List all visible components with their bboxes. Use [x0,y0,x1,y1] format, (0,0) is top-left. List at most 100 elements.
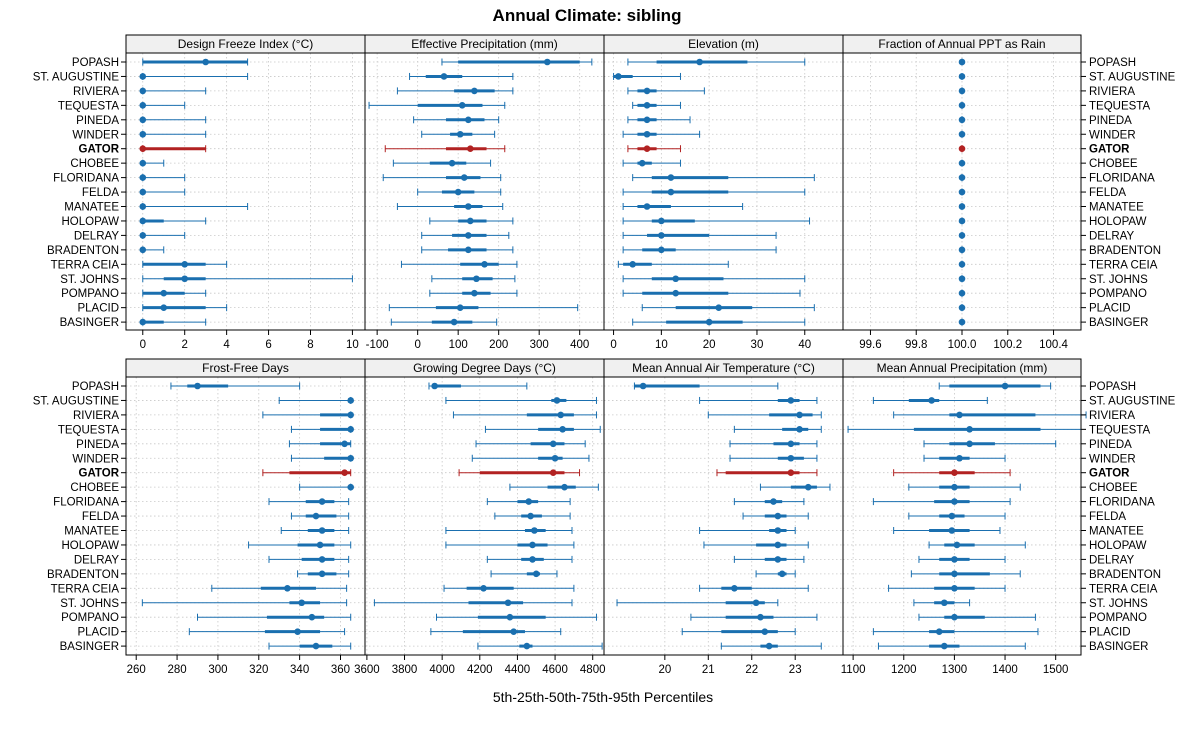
site-label-left: PINEDA [76,439,119,451]
site-label-left: TEQUESTA [58,424,119,436]
site-label-left: ST. JOHNS [60,274,119,286]
site-label-left: POPASH [72,381,119,393]
median-point [341,440,348,448]
site-label-left: TERRA CEIA [51,259,120,271]
x-tick-label: 1400 [992,664,1018,676]
median-point [510,628,517,635]
site-label-right: ST. JOHNS [1089,274,1148,286]
median-point [765,642,773,650]
median-point [796,426,803,433]
site-label-left: GATOR [79,468,120,480]
site-label-left: ST. AUGUSTINE [33,395,120,407]
x-tick-label: 1500 [1043,664,1069,676]
median-point [480,585,487,592]
x-tick-label: 100.4 [1039,339,1068,351]
site-label-right: PINEDA [1089,115,1132,127]
x-tick-label: 21 [702,664,715,676]
median-point [951,483,958,491]
x-tick-label: 10 [655,339,668,351]
median-point [615,73,622,80]
median-point [454,188,462,196]
median-point [787,397,795,404]
x-tick-label: 260 [127,664,146,676]
median-point [529,556,536,563]
median-point [504,599,512,607]
median-point [643,87,651,95]
median-point [532,570,540,578]
median-point [456,304,464,311]
x-tick-label: 30 [751,339,764,351]
site-label-left: FLORIDANA [53,173,119,185]
median-point [667,174,675,181]
x-tick-label: 320 [249,664,268,676]
x-tick-label: 100.0 [948,339,977,351]
median-point [796,411,803,419]
median-point [958,130,966,138]
site-label-right: ST. AUGUSTINE [1089,395,1176,407]
x-tick-label: 40 [798,339,811,351]
median-point [551,454,559,462]
median-point [928,397,935,404]
site-label-right: HOLOPAW [1089,216,1147,228]
median-point [464,232,472,239]
panel-title: Growing Degree Days (°C) [413,361,556,375]
panel-title: Mean Annual Air Temperature (°C) [632,361,815,375]
median-point [643,145,651,152]
median-point [464,246,472,254]
site-label-left: DELRAY [74,554,119,566]
median-point [347,454,355,462]
median-point [958,174,966,181]
x-tick-label: 360 [331,664,350,676]
site-label-left: TEQUESTA [58,100,119,112]
x-tick-label: 99.8 [905,339,927,351]
panel-6: Mean Annual Air Temperature (°C) 20 21 22 23 [603,358,844,676]
median-point [139,217,147,225]
site-label-left: BRADENTON [47,569,119,581]
median-point [318,527,326,534]
site-label-right: TEQUESTA [1089,424,1150,436]
site-label-left: HOLOPAW [61,216,119,228]
median-point [958,102,966,109]
site-label-right: TERRA CEIA [1089,259,1158,271]
median-point [774,512,782,520]
median-point [731,585,738,592]
site-label-right: POPASH [1089,57,1136,69]
median-point [431,382,438,390]
x-tick-label: 4800 [580,664,606,676]
median-point [639,382,647,390]
median-point [761,628,769,635]
median-point [139,102,147,109]
x-tick-label: 4600 [542,664,568,676]
site-label-left: POMPANO [61,612,119,624]
median-point [139,232,147,239]
median-point [951,556,958,563]
median-point [958,58,966,66]
median-point [448,159,456,167]
site-label-right: TERRA CEIA [1089,583,1158,595]
site-label-left: ST. JOHNS [60,598,119,610]
site-label-right: DELRAY [1089,230,1134,242]
median-point [181,275,189,283]
panel-title: Fraction of Annual PPT as Rain [878,37,1045,51]
median-point [958,261,966,268]
median-point [529,541,536,549]
median-point [318,498,326,505]
site-label-right: ST. JOHNS [1089,598,1148,610]
median-point [450,318,458,326]
x-tick-label: 6 [265,339,271,351]
median-point [787,440,795,448]
median-point [667,188,675,196]
site-label-right: MANATEE [1089,526,1144,538]
site-label-left: ST. AUGUSTINE [33,71,120,83]
median-point [958,145,966,152]
median-point [523,642,531,650]
x-tick-label: 20 [703,339,716,351]
median-point [139,246,147,254]
x-tick-label: 1300 [942,664,968,676]
x-tick-label: 10 [346,339,359,351]
median-point [951,585,958,592]
median-point [460,174,468,181]
x-tick-label: 4400 [505,664,531,676]
panel-frame [364,52,605,331]
